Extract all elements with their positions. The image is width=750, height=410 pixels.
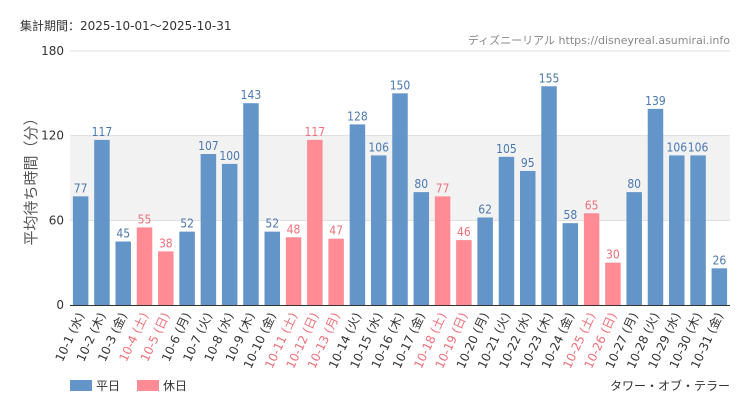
bar [519,170,536,305]
bar [158,251,174,305]
data-label: 106 [368,140,389,154]
data-label: 48 [287,222,301,236]
data-label: 30 [606,248,620,262]
bar [583,213,600,305]
data-label: 55 [138,212,152,226]
data-label: 139 [645,94,666,108]
data-label: 65 [585,198,599,212]
data-label: 47 [329,224,343,238]
bar [541,86,557,306]
bar [285,237,302,305]
bar [307,139,323,305]
bars [72,86,728,306]
period-label: 集計期間：2025-10-01～2025-10-31 [20,18,231,33]
data-label: 38 [159,236,173,250]
category-labels: 10-1 (水)10-2 (木)10-3 (金)10-4 (土)10-5 (日)… [53,310,727,371]
data-label: 52 [265,217,279,231]
data-label: 80 [414,177,428,191]
bar [115,241,131,305]
bar [243,103,259,305]
y-axis-label: 平均待ち時間（分） [22,110,40,245]
bar [647,108,664,305]
data-label: 106 [666,140,687,154]
bar [179,231,195,305]
bar [94,139,110,305]
bar [328,238,344,305]
bar [498,156,515,305]
bar [711,268,728,305]
data-label: 77 [74,181,88,195]
bar [392,93,408,305]
data-label: 150 [390,78,411,92]
bar [626,192,642,305]
legend-swatch-holiday [137,380,159,391]
bar [264,231,281,305]
bar [413,192,430,305]
data-label: 80 [627,177,641,191]
data-label: 100 [219,149,240,163]
data-label: 143 [241,88,262,102]
data-label: 155 [539,71,560,85]
bar [477,217,493,305]
legend-swatch-weekday [70,380,92,391]
data-label: 58 [563,208,577,222]
bar [370,155,387,305]
legend: 平日 休日 [70,379,187,393]
y-tick-label: 0 [56,298,64,312]
bar [605,262,621,305]
y-tick-label: 60 [49,213,64,227]
data-label: 26 [712,253,726,267]
bar [200,154,217,305]
data-label: 52 [180,217,194,231]
data-label: 128 [347,109,368,123]
attraction-name: タワー・オブ・テラー [610,378,730,393]
bar [136,227,153,305]
data-label: 117 [305,125,326,139]
legend-label-holiday: 休日 [163,379,187,393]
bar [221,163,238,305]
bar [349,124,366,305]
data-label: 106 [688,140,709,154]
y-tick-label: 120 [41,129,64,143]
bar [690,155,706,305]
data-label: 95 [521,156,535,170]
data-label: 105 [496,142,517,156]
bar [562,223,579,305]
source-credit: ディズニーリアル https://disneyreal.asumirai.inf… [468,33,730,47]
bar [434,196,451,305]
data-label: 45 [116,227,130,241]
data-label: 117 [92,125,113,139]
data-label: 107 [198,139,219,153]
data-label: 62 [478,203,492,217]
data-label: 77 [436,181,450,195]
y-axis-ticks: 0 60 120 180 [41,44,64,312]
data-label: 46 [457,225,471,239]
bar [669,155,685,305]
legend-label-weekday: 平日 [96,379,120,393]
bar [72,196,89,305]
y-tick-label: 180 [41,44,64,58]
bar [456,240,472,305]
